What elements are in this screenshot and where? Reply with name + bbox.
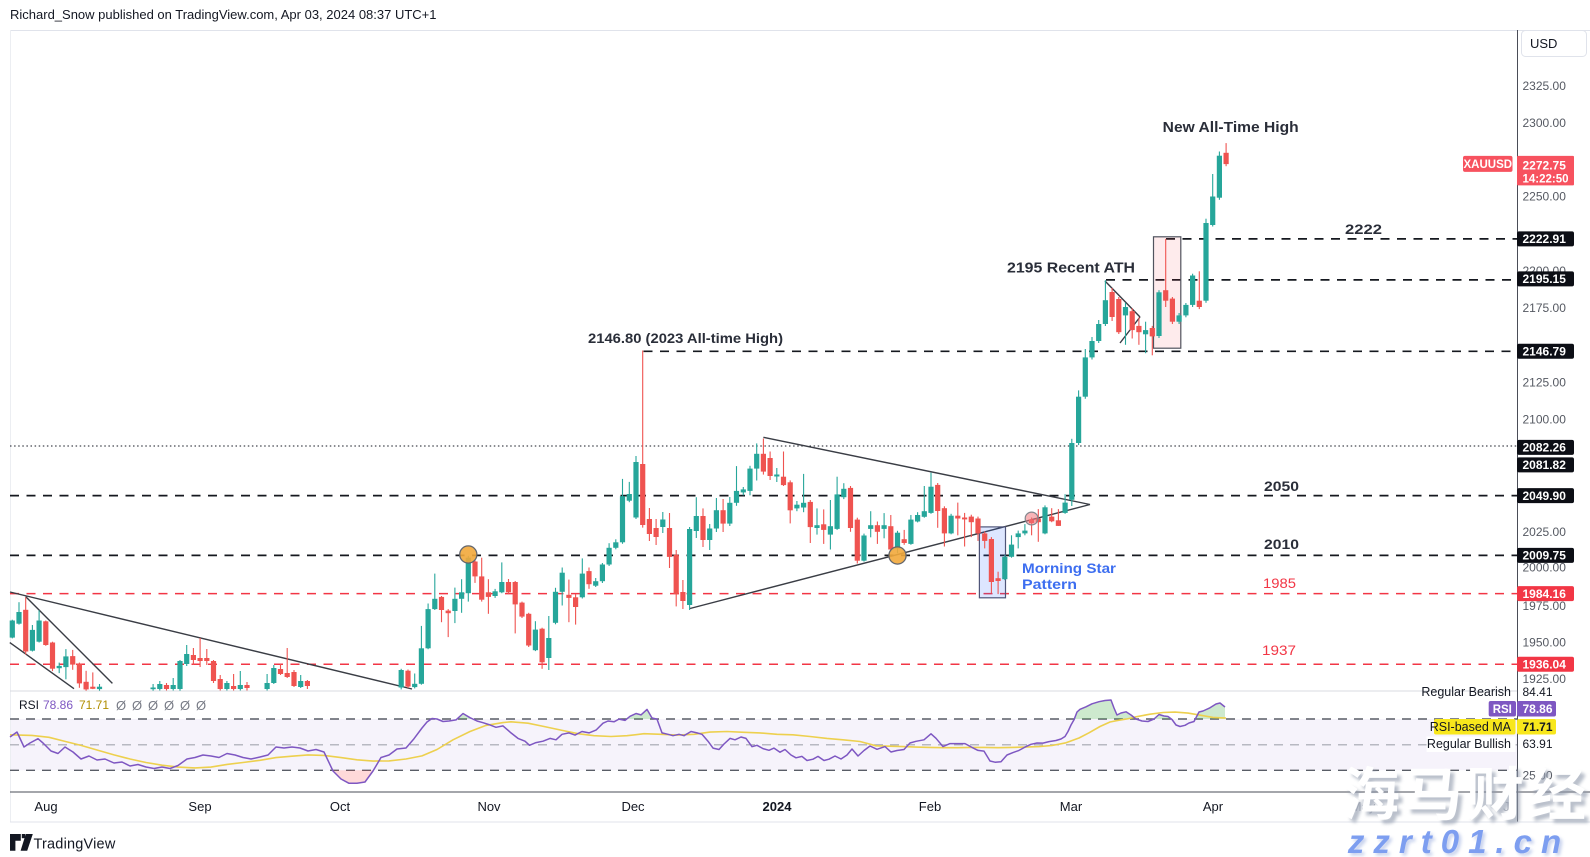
svg-text:71.71: 71.71 [79,698,109,712]
svg-text:Ø: Ø [196,698,206,713]
svg-text:Richard_Snow published on Trad: Richard_Snow published on TradingView.co… [10,7,437,22]
svg-text:Regular Bearish: Regular Bearish [1421,685,1511,699]
svg-text:Nov: Nov [477,799,501,814]
svg-text:Aug: Aug [34,799,57,814]
svg-text:2000.00: 2000.00 [1523,561,1567,575]
svg-text:78.86: 78.86 [43,698,73,712]
svg-text:Dec: Dec [621,799,645,814]
svg-text:63.91: 63.91 [1523,737,1553,751]
svg-text:2146.79: 2146.79 [1523,345,1567,359]
svg-text:Feb: Feb [919,799,941,814]
svg-text:Pattern: Pattern [1022,576,1077,592]
svg-text:Regular Bullish: Regular Bullish [1427,737,1511,751]
svg-text:1950.00: 1950.00 [1523,636,1567,650]
svg-text:1984.16: 1984.16 [1523,587,1567,601]
svg-text:2300.00: 2300.00 [1523,116,1567,130]
svg-text:2195.15: 2195.15 [1523,272,1567,286]
svg-text:2272.75: 2272.75 [1523,159,1567,173]
svg-text:2024: 2024 [763,799,793,814]
svg-text:RSI: RSI [1493,704,1512,716]
svg-text:71.71: 71.71 [1523,720,1553,734]
svg-text:Apr: Apr [1203,799,1224,814]
svg-text:2009.75: 2009.75 [1523,549,1567,563]
svg-text:2082.26: 2082.26 [1523,441,1567,455]
svg-text:2195 Recent ATH: 2195 Recent ATH [1007,260,1135,277]
svg-text:Ø: Ø [116,698,126,713]
svg-text:XAUUSD: XAUUSD [1464,159,1513,171]
svg-text:Oct: Oct [330,799,351,814]
svg-text:2050: 2050 [1264,478,1299,494]
svg-text:Ø: Ø [132,698,142,713]
svg-text:2025.00: 2025.00 [1523,525,1567,539]
svg-text:84.41: 84.41 [1523,685,1553,699]
svg-text:Sep: Sep [188,799,211,814]
svg-text:2081.82: 2081.82 [1523,458,1567,472]
svg-text:2222: 2222 [1345,221,1382,237]
svg-text:2325.00: 2325.00 [1523,79,1567,93]
svg-text:2250.00: 2250.00 [1523,190,1567,204]
svg-text:TradingView: TradingView [34,837,116,853]
svg-text:Ø: Ø [148,698,158,713]
svg-text:1936.04: 1936.04 [1523,657,1567,671]
svg-text:2175.00: 2175.00 [1523,301,1567,315]
svg-text:New All-Time High: New All-Time High [1163,119,1299,136]
svg-text:Mar: Mar [1060,799,1083,814]
svg-text:USD: USD [1530,36,1557,51]
svg-text:1975.00: 1975.00 [1523,599,1567,613]
svg-text:2100.00: 2100.00 [1523,413,1567,427]
svg-text:78.86: 78.86 [1523,702,1553,716]
svg-text:RSI-based MA: RSI-based MA [1430,720,1512,734]
svg-text:Ø: Ø [180,698,190,713]
svg-text:Ø: Ø [164,698,174,713]
svg-text:RSI: RSI [19,698,39,712]
svg-text:2222.91: 2222.91 [1523,232,1567,246]
svg-text:1937: 1937 [1262,643,1296,658]
svg-text:2049.90: 2049.90 [1523,489,1567,503]
svg-text:2010: 2010 [1264,536,1299,552]
svg-text:14:22:50: 14:22:50 [1523,173,1569,185]
svg-text:2125.00: 2125.00 [1523,376,1567,390]
svg-text:1925.00: 1925.00 [1523,672,1567,686]
svg-text:2146.80 (2023 All-time High): 2146.80 (2023 All-time High) [588,330,783,346]
svg-text:zzrt01.cn: zzrt01.cn [1349,826,1572,857]
svg-text:zzrt01.cn: zzrt01.cn [1347,823,1570,857]
svg-text:Morning Star: Morning Star [1022,560,1117,576]
svg-text:1985: 1985 [1263,576,1296,591]
